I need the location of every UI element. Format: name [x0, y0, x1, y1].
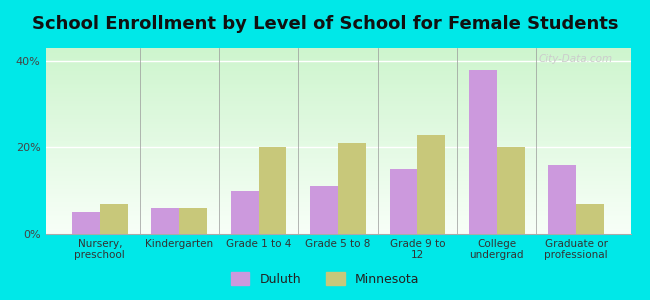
Bar [469, 70, 497, 234]
Legend: Duluth, Minnesota: Duluth, Minnesota [226, 267, 424, 291]
Text: City-Data.com: City-Data.com [539, 54, 613, 64]
Bar [310, 186, 338, 234]
Bar [389, 169, 417, 234]
Bar [151, 208, 179, 234]
Bar [231, 191, 259, 234]
Bar [417, 134, 445, 234]
Text: School Enrollment by Level of School for Female Students: School Enrollment by Level of School for… [32, 15, 618, 33]
Bar [179, 208, 207, 234]
Bar [497, 148, 525, 234]
Bar [576, 204, 604, 234]
Bar [259, 148, 287, 234]
Bar [338, 143, 366, 234]
Bar [549, 165, 576, 234]
Bar [72, 212, 100, 234]
Bar [100, 204, 127, 234]
